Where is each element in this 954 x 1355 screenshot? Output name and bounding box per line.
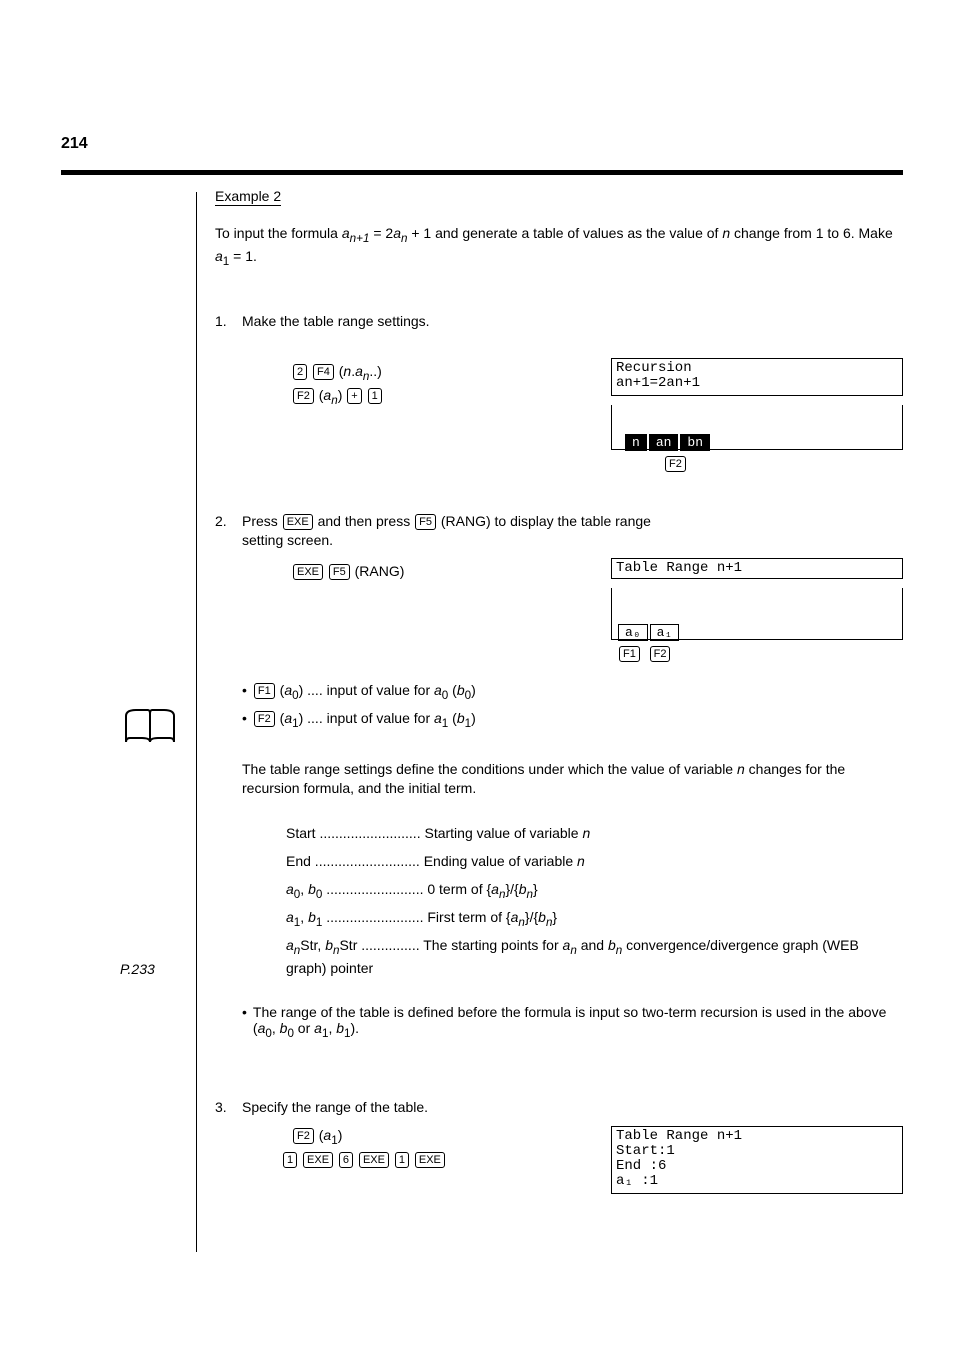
label-end: End ........................... Ending v…	[286, 852, 585, 871]
input-line-1: 2 F4 (n.an..)	[292, 362, 382, 385]
screen3-line2: Start:1	[616, 1144, 898, 1159]
calc-screen-1: Recursion an+1=2an+1	[611, 358, 903, 396]
section-title: Example 2	[215, 188, 281, 206]
label-a1: a1, b1 ......................... First t…	[286, 908, 557, 931]
example-description: To input the formula an+1 = 2an + 1 and …	[215, 224, 895, 269]
menu-a1: a₁	[650, 624, 680, 641]
page-ref: P.233	[120, 960, 155, 979]
key-1-s3b: 1	[395, 1152, 409, 1168]
screen3-line3: End :6	[616, 1159, 898, 1174]
page-number: 214	[61, 135, 88, 153]
label-start: Start .......................... Startin…	[286, 824, 590, 843]
key-exe-b: EXE	[293, 564, 323, 580]
key-exe-s3b: EXE	[359, 1152, 389, 1168]
key-6-s3: 6	[339, 1152, 353, 1168]
book-icon	[120, 708, 180, 750]
menu-strip-2: a₀ a₁	[618, 624, 679, 641]
bullet-a0: • F1 (a0) .... input of value for a0 (b0…	[242, 682, 476, 702]
key-f2-below: F2	[665, 456, 686, 472]
key-f5-b: F5	[329, 564, 350, 580]
label-a0: a0, b0 ......................... 0 term …	[286, 880, 538, 903]
key-f4: F4	[313, 364, 334, 380]
screen2-line1: Table Range n+1	[616, 561, 898, 576]
key-exe-s3a: EXE	[303, 1152, 333, 1168]
key-exe-s3c: EXE	[415, 1152, 445, 1168]
key-f1-below: F1	[619, 646, 640, 662]
key-f2-below2: F2	[650, 646, 671, 662]
step2-text: Press EXE and then press F5 (RANG) to di…	[242, 512, 892, 550]
step2-keyseq: EXE F5 (RANG)	[292, 562, 404, 581]
screen2-sidebar-r	[902, 588, 903, 640]
step3-keyline2: 1 EXE 6 EXE 1 EXE	[282, 1150, 446, 1169]
step3-text: Specify the range of the table.	[242, 1098, 428, 1117]
vertical-divider	[196, 192, 197, 1252]
key-2: 2	[293, 364, 307, 380]
key-f1-bullet: F1	[254, 683, 275, 699]
header-rule	[61, 170, 903, 175]
calc-screen-3: Table Range n+1 Start:1 End :6 a₁ :1	[611, 1126, 903, 1194]
screen2-sidebar-l	[611, 588, 612, 640]
key-f2: F2	[293, 388, 314, 404]
note-bullet: • The range of the table is defined befo…	[242, 1004, 892, 1040]
input-line-2: F2 (an) + 1	[292, 386, 383, 409]
menu-a0: a₀	[618, 624, 648, 641]
key-exe: EXE	[283, 514, 313, 530]
menu1-below: F2	[664, 454, 687, 473]
key-f2-bullet: F2	[254, 711, 275, 727]
menu2-below: F1 F2	[618, 644, 671, 663]
menu-n: n	[625, 434, 647, 451]
menu-strip-1: n an bn	[625, 434, 710, 451]
key-f5: F5	[415, 514, 436, 530]
screen3-line4: a₁ :1	[616, 1174, 898, 1189]
menu-an: an	[649, 434, 679, 451]
label-anstr: anStr, bnStr ............... The startin…	[286, 936, 896, 977]
screen1-sidebar-r	[902, 405, 903, 450]
screen1-line2: an+1=2an+1	[616, 376, 898, 391]
step1-text: Make the table range settings.	[242, 312, 430, 331]
screen1-line1: Recursion	[616, 361, 898, 376]
key-1: 1	[368, 388, 382, 404]
menu-bn: bn	[680, 434, 710, 451]
step2-rang: (RANG)	[355, 563, 405, 579]
step3-keyline1: F2 (a1)	[292, 1126, 342, 1149]
step1-prefix: 1.	[215, 312, 227, 331]
key-f2-s3: F2	[293, 1128, 314, 1144]
para-explain: The table range settings define the cond…	[242, 760, 892, 798]
screen1-sidebar-l	[611, 405, 612, 450]
bullet-a1: • F2 (a1) .... input of value for a1 (b1…	[242, 710, 476, 730]
screen3-line1: Table Range n+1	[616, 1129, 898, 1144]
calc-screen-2: Table Range n+1	[611, 558, 903, 579]
step3-prefix: 3.	[215, 1098, 227, 1117]
key-1-s3: 1	[283, 1152, 297, 1168]
step2-prefix: 2.	[215, 512, 227, 531]
key-plus: +	[347, 388, 361, 404]
